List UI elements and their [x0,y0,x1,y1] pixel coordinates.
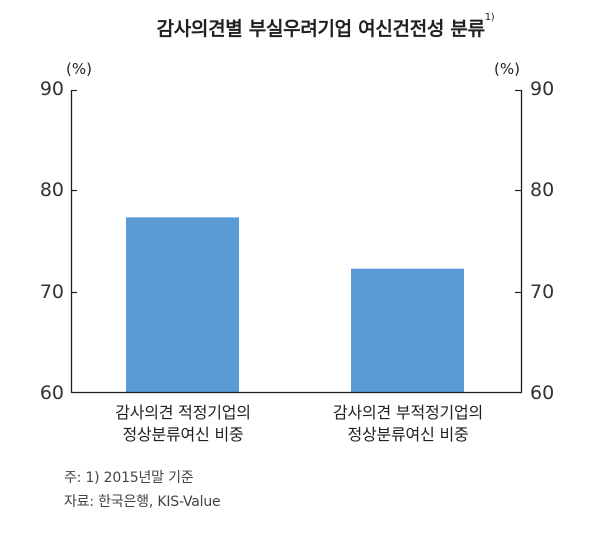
left-tick-70: 70 [39,281,64,303]
right-tick-90: 90 [530,78,555,100]
x-category-label-1-line1: 감사의견 부적정기업의 [332,403,484,422]
bar-series [126,217,464,393]
x-category-label-1: 감사의견 부적정기업의 정상분류여신 비중 [293,402,523,446]
right-tick-80: 80 [530,179,555,201]
chart-title-text: 감사의견별 부실우려기업 여신건전성 분류 [156,18,485,40]
x-category-label-0: 감사의견 적정기업의 정상분류여신 비중 [68,402,298,446]
footnote-source: 자료: 한국은행, KIS-Value [64,494,221,510]
bar-0 [126,217,239,393]
right-axis-unit: (%) [494,60,520,78]
left-tick-80: 80 [39,179,64,201]
x-category-label-0-line2: 정상분류여신 비중 [122,425,244,444]
right-tick-60: 60 [530,382,555,404]
bar-1 [351,268,464,393]
right-tick-70: 70 [530,281,555,303]
chart-title: 감사의견별 부실우려기업 여신건전성 분류1) [0,12,611,41]
x-category-label-0-line1: 감사의견 적정기업의 [115,403,251,422]
left-axis-ticks [71,89,77,294]
x-category-label-1-line2: 정상분류여신 비중 [347,425,469,444]
left-tick-90: 90 [39,78,64,100]
left-axis-unit: (%) [66,60,92,78]
left-tick-60: 60 [39,382,64,404]
title-footnote-marker: 1) [484,12,495,23]
right-axis-ticks [515,89,522,294]
footnote-note: 주: 1) 2015년말 기준 [64,470,194,486]
